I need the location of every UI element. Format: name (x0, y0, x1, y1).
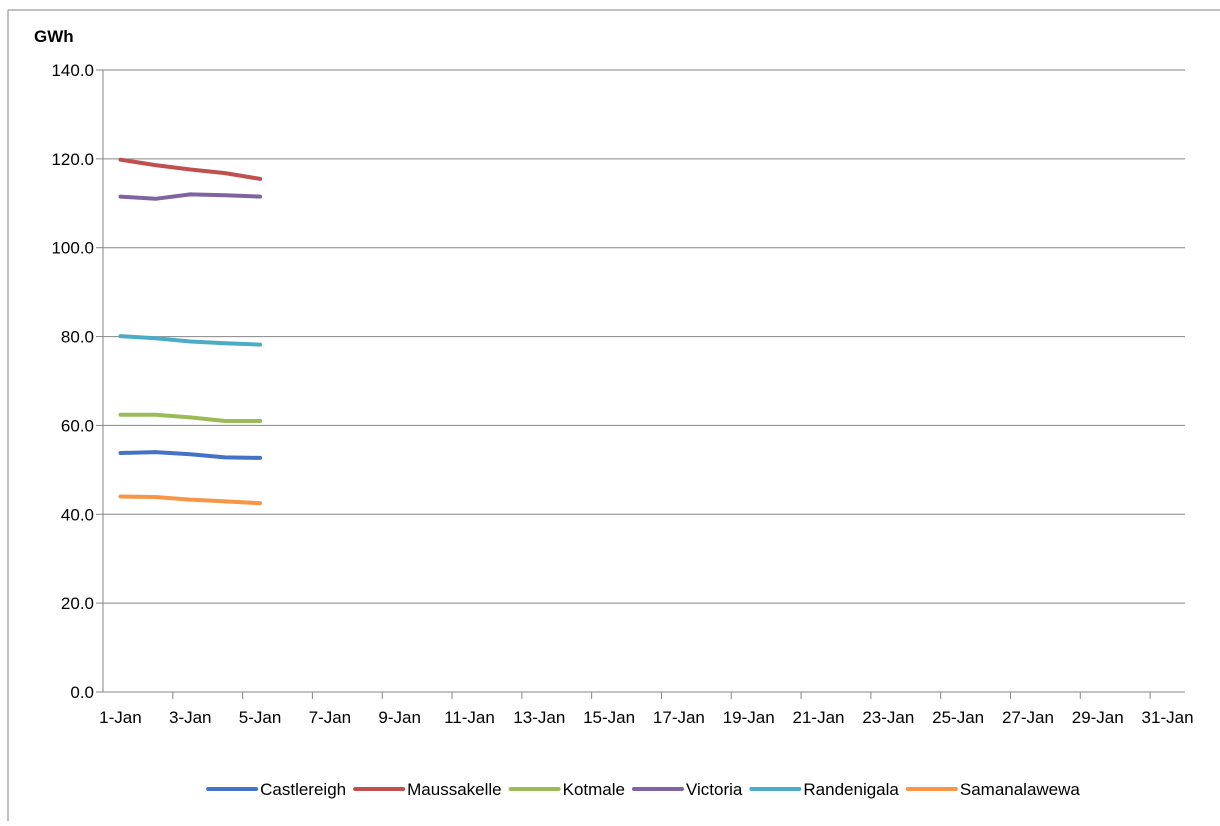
legend-label-samanalawewa: Samanalawewa (960, 780, 1081, 799)
x-tick-label: 1-Jan (99, 708, 142, 727)
x-tick-label: 11-Jan (444, 708, 495, 727)
series-line-samanalawewa (118, 494, 263, 506)
x-tick-label: 31-Jan (1142, 708, 1194, 727)
series-line-maussakelle (118, 157, 263, 181)
x-tick-label: 21-Jan (793, 708, 845, 727)
x-tick-label: 7-Jan (309, 708, 352, 727)
x-tick-label: 5-Jan (239, 708, 282, 727)
x-tick-label: 17-Jan (653, 708, 705, 727)
legend: Castlereigh Maussakelle Kotmale Victoria Ran… (206, 780, 1081, 799)
y-tick-label: 60.0 (61, 416, 94, 435)
y-axis-label: GWh (34, 27, 74, 46)
y-tick-label: 120.0 (51, 150, 94, 169)
y-tick-label: 20.0 (61, 594, 94, 613)
series-line-castlereigh (118, 450, 263, 460)
legend-label-kotmale: Kotmale (563, 780, 625, 799)
legend-label-castlereigh: Castlereigh (260, 780, 346, 799)
x-tick-label: 27-Jan (1002, 708, 1054, 727)
x-tick-label: 3-Jan (169, 708, 212, 727)
y-axis-ticks: 0.0 20.0 40.0 60.0 80.0 100.0 120.0 140.0 (51, 61, 103, 702)
x-tick-label: 9-Jan (378, 708, 421, 727)
x-tick-label: 19-Jan (723, 708, 775, 727)
series-line-kotmale (118, 412, 263, 423)
x-tick-label: 29-Jan (1072, 708, 1124, 727)
axes (7, 9, 1220, 821)
legend-label-maussakelle: Maussakelle (407, 780, 502, 799)
y-tick-label: 140.0 (51, 61, 94, 80)
legend-label-randenigala: Randenigala (803, 780, 899, 799)
x-tick-label: 23-Jan (862, 708, 914, 727)
legend-label-victoria: Victoria (686, 780, 743, 799)
gridlines (103, 69, 1185, 604)
series-line-randenigala (118, 334, 263, 347)
x-tick-label: 25-Jan (932, 708, 984, 727)
y-tick-label: 80.0 (61, 328, 94, 347)
y-tick-label: 100.0 (51, 239, 94, 258)
y-tick-label: 40.0 (61, 505, 94, 524)
series-lines (118, 157, 263, 506)
x-tick-label: 13-Jan (513, 708, 565, 727)
y-tick-label: 0.0 (70, 683, 94, 702)
x-axis-ticks: 1-Jan 3-Jan 5-Jan 7-Jan 9-Jan 11-Jan 13-Jan 15-… (99, 692, 1194, 727)
x-tick-label: 15-Jan (583, 708, 635, 727)
series-line-victoria (118, 192, 263, 201)
